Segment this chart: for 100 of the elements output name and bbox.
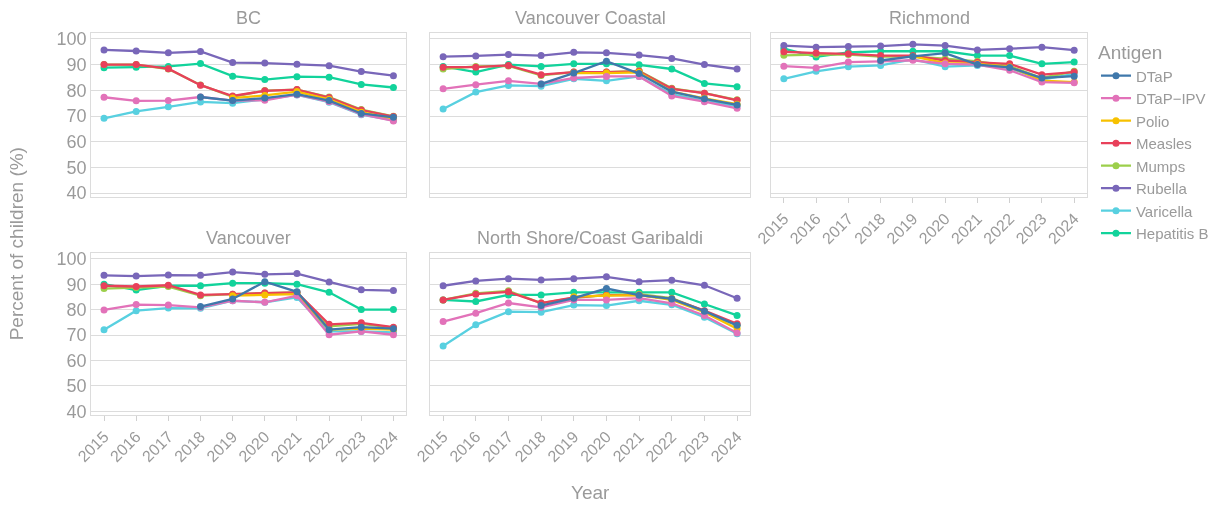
y-tick-label: 40: [66, 183, 87, 204]
point: [472, 309, 480, 317]
y-tick-label: 100: [56, 249, 87, 270]
point: [700, 281, 708, 289]
point: [293, 73, 301, 81]
point: [700, 79, 708, 87]
y-tick-label: 90: [66, 54, 87, 75]
point: [197, 48, 204, 56]
point: [504, 51, 512, 59]
legend-label: DTaP: [1135, 67, 1173, 85]
point: [100, 114, 108, 122]
point: [602, 296, 610, 304]
point: [439, 318, 447, 326]
point: [197, 282, 204, 290]
point: [439, 342, 447, 350]
point: [780, 62, 788, 70]
point: [1006, 45, 1014, 53]
chart-title: North Shore/Coast Garibaldi: [477, 228, 704, 248]
point: [357, 286, 365, 294]
point: [261, 270, 269, 278]
point: [844, 43, 852, 51]
point: [635, 51, 643, 59]
point: [325, 62, 333, 70]
point: [1006, 52, 1014, 60]
y-tick-label: 70: [66, 106, 87, 127]
point: [439, 85, 447, 93]
x-axis-title: Year: [571, 482, 611, 503]
legend-label: DTaP−IPV: [1135, 90, 1206, 108]
point: [570, 60, 578, 68]
point: [164, 49, 172, 57]
point: [812, 43, 820, 51]
point: [537, 62, 545, 70]
y-tick-label: 70: [66, 325, 87, 346]
point: [357, 68, 365, 76]
point: [1038, 60, 1046, 68]
chart-title: BC: [236, 8, 262, 28]
point: [537, 276, 545, 284]
point: [1070, 46, 1078, 54]
point: [973, 46, 981, 54]
point: [504, 77, 512, 85]
point: [504, 299, 512, 307]
point: [100, 326, 108, 334]
point: [733, 65, 741, 73]
y-tick-label: 40: [66, 401, 87, 422]
point: [164, 97, 172, 105]
point: [389, 306, 397, 314]
point: [100, 306, 108, 314]
y-tick-label: 50: [66, 157, 87, 178]
point: [100, 271, 108, 279]
point: [389, 84, 397, 91]
chart-title: Richmond: [889, 8, 971, 28]
point: [229, 268, 237, 276]
point: [293, 270, 301, 278]
point: [389, 287, 397, 295]
point: [504, 308, 512, 316]
point: [602, 302, 610, 310]
point: [570, 275, 578, 283]
point: [472, 321, 480, 329]
point: [229, 72, 237, 80]
point: [700, 61, 708, 69]
point: [504, 275, 512, 283]
point: [1070, 58, 1078, 66]
point: [780, 75, 788, 83]
point: [877, 42, 885, 50]
point: [261, 76, 269, 84]
point: [537, 291, 545, 299]
point: [132, 272, 140, 280]
point: [132, 301, 140, 309]
point: [325, 278, 333, 286]
point: [1038, 43, 1046, 51]
point: [537, 52, 545, 60]
point: [472, 298, 480, 305]
y-axis-title: Percent of children (%): [5, 147, 27, 341]
legend-label: Rubella: [1135, 180, 1188, 198]
point: [844, 58, 852, 66]
y-tick-label: 60: [66, 132, 87, 153]
point: [164, 271, 172, 279]
point: [293, 60, 301, 68]
y-tick-label: 90: [66, 274, 87, 295]
chart-title: Vancouver Coastal: [515, 8, 666, 28]
point: [197, 271, 204, 279]
y-tick-label: 100: [56, 29, 87, 50]
point: [325, 288, 333, 296]
y-tick-label: 80: [66, 80, 87, 101]
point: [909, 40, 917, 48]
point: [132, 107, 140, 115]
point: [472, 88, 480, 96]
chart-title: Vancouver: [206, 228, 291, 248]
legend-label: Mumps: [1135, 157, 1186, 175]
point: [941, 42, 949, 50]
point: [357, 80, 365, 88]
point: [439, 105, 447, 113]
point: [100, 93, 108, 101]
point: [197, 60, 204, 68]
point: [668, 288, 676, 296]
point: [668, 65, 676, 73]
point: [132, 47, 140, 55]
legend-label: Polio: [1135, 112, 1170, 130]
point: [472, 81, 480, 89]
legend-label: Varicella: [1135, 202, 1194, 220]
